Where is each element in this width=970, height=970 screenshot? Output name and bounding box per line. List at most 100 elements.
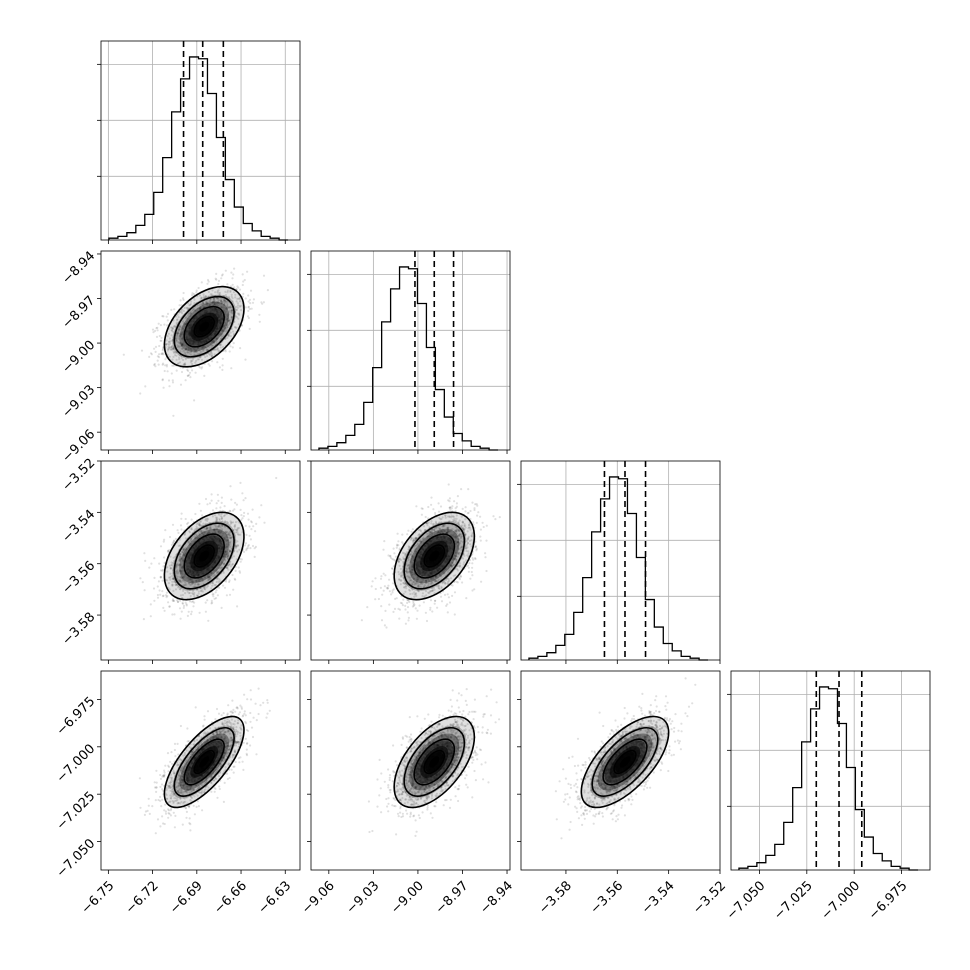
- scatter-point: [168, 535, 172, 539]
- scatter-point: [204, 346, 207, 349]
- scatter-point: [196, 358, 199, 361]
- scatter-point: [227, 306, 230, 309]
- scatter-point: [401, 533, 404, 536]
- scatter-point: [215, 330, 218, 333]
- scatter-point: [191, 360, 194, 363]
- scatter-point: [155, 327, 158, 330]
- scatter-panel-p1-p2: [310, 460, 511, 661]
- scatter-point: [162, 386, 165, 389]
- scatter-point: [244, 497, 247, 500]
- scatter-point: [221, 300, 225, 303]
- scatter-point: [479, 539, 482, 542]
- scatter-point: [199, 340, 202, 343]
- scatter-point: [194, 349, 197, 353]
- scatter-point: [168, 343, 171, 346]
- scatter-point: [160, 339, 163, 342]
- scatter-point: [230, 311, 233, 314]
- scatter-point: [187, 314, 190, 317]
- scatter-point: [151, 328, 155, 331]
- scatter-point: [215, 308, 218, 311]
- scatter-point: [231, 346, 234, 349]
- scatter-point: [148, 355, 151, 358]
- scatter-point: [182, 325, 185, 328]
- scatter-point: [216, 346, 219, 350]
- scatter-point: [223, 586, 227, 589]
- scatter-point: [205, 309, 208, 312]
- scatter-point: [414, 607, 417, 610]
- scatter-point: [177, 329, 180, 332]
- scatter-point: [221, 368, 224, 371]
- scatter-point: [242, 292, 245, 295]
- scatter-point: [189, 347, 192, 351]
- scatter-point: [230, 316, 234, 319]
- scatter-point: [162, 540, 165, 543]
- scatter-point: [194, 309, 197, 312]
- scatter-point: [170, 308, 173, 311]
- scatter-point: [189, 361, 192, 364]
- scatter-point: [229, 321, 232, 324]
- scatter-point: [208, 364, 211, 367]
- scatter-point: [193, 317, 196, 320]
- scatter-point: [422, 601, 425, 604]
- scatter-point: [436, 606, 439, 609]
- scatter-point: [227, 334, 230, 337]
- scatter-point: [392, 547, 395, 550]
- scatter-point: [249, 289, 253, 292]
- scatter-point: [168, 346, 171, 349]
- scatter-point: [479, 515, 482, 518]
- scatter-point: [471, 562, 474, 565]
- scatter-point: [139, 806, 142, 809]
- scatter-point: [214, 330, 217, 333]
- scatter-point: [180, 370, 184, 374]
- scatter-point: [213, 597, 216, 600]
- scatter-point: [467, 511, 470, 514]
- scatter-point: [492, 515, 495, 518]
- scatter-point: [215, 302, 218, 306]
- scatter-point: [415, 617, 418, 620]
- scatter-point: [168, 385, 171, 388]
- scatter-point: [392, 588, 395, 591]
- scatter-point: [150, 353, 153, 356]
- scatter-point: [455, 580, 458, 583]
- scatter-point: [240, 309, 243, 312]
- scatter-point: [166, 370, 169, 373]
- scatter-point: [213, 332, 216, 335]
- scatter-point: [390, 567, 394, 570]
- scatter-point: [474, 503, 477, 506]
- scatter-point: [224, 290, 227, 293]
- scatter-point: [156, 329, 159, 332]
- scatter-point: [215, 338, 218, 341]
- scatter-point: [192, 341, 195, 344]
- scatter-point: [169, 348, 173, 351]
- scatter-point: [219, 321, 222, 324]
- scatter-point: [192, 340, 195, 343]
- scatter-point: [199, 355, 202, 358]
- scatter-point: [224, 323, 227, 326]
- scatter-point: [237, 304, 240, 307]
- scatter-point: [176, 332, 179, 335]
- scatter-point: [180, 357, 183, 360]
- scatter-point: [226, 318, 229, 321]
- scatter-point: [226, 317, 229, 320]
- scatter-point: [250, 528, 253, 531]
- scatter-point: [142, 618, 145, 621]
- scatter-point: [198, 611, 201, 614]
- scatter-point: [148, 566, 151, 569]
- scatter-point: [207, 338, 210, 341]
- scatter-point: [199, 356, 202, 359]
- scatter-point: [188, 332, 191, 335]
- scatter-point: [200, 296, 203, 299]
- scatter-point: [218, 291, 222, 294]
- scatter-point: [227, 320, 230, 323]
- scatter-point: [239, 508, 242, 511]
- scatter-point: [230, 309, 234, 312]
- scatter-point: [178, 304, 181, 307]
- scatter-point: [391, 591, 394, 594]
- scatter-point: [406, 533, 409, 536]
- scatter-point: [244, 542, 248, 545]
- scatter-point: [198, 502, 201, 505]
- scatter-point: [234, 578, 237, 581]
- scatter-point: [222, 584, 225, 587]
- scatter-point: [178, 356, 181, 359]
- scatter-point: [439, 595, 443, 598]
